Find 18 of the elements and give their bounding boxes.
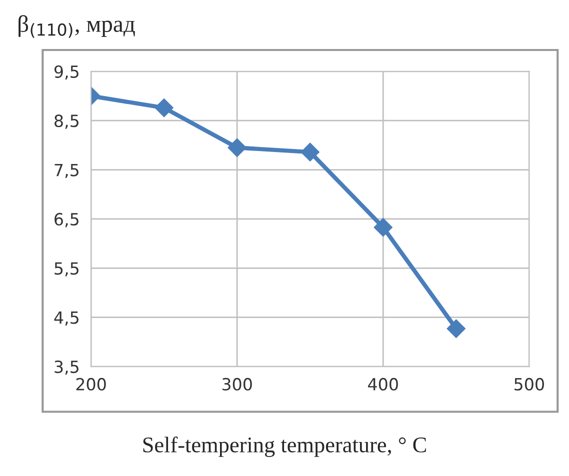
point [154,98,174,118]
y-tick-label: 4,5 [54,312,78,326]
y-tick-label: 3,5 [54,360,78,375]
point [446,319,466,338]
y-tick-label: 5,5 [54,262,78,276]
y-tick-label: 9,5 [54,65,78,80]
x-axis-title: Self-tempering temperature, ° C [143,436,426,457]
x-tick-label: 300 [222,378,252,391]
y-tick-label: 6,5 [54,212,78,228]
y-axis-title: β$_{(110)}$, мрад [18,15,135,38]
x-tick-label: 500 [514,378,544,391]
point [228,138,246,157]
y-tick-label: 8,5 [54,114,78,129]
point [300,142,320,162]
y-tick-label: 7,5 [54,164,78,178]
x-tick-label: 200 [76,378,106,391]
x-tick-label: 400 [368,378,398,391]
point [374,218,392,237]
